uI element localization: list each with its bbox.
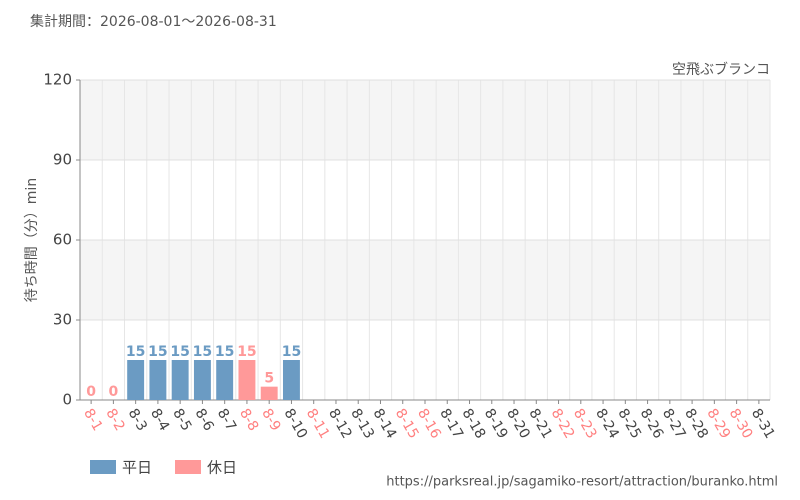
y-tick-label: 30 [53,311,72,329]
source-url: https://parksreal.jp/sagamiko-resort/att… [386,475,778,490]
plot-band [80,240,770,320]
bar [193,360,211,400]
bar [149,360,167,400]
legend-label: 休日 [207,459,237,477]
y-tick-label: 60 [53,231,72,249]
y-tick-label: 120 [43,71,72,89]
chart-subtitle: 空飛ぶブランコ [672,61,770,78]
y-tick-label: 0 [62,391,72,409]
bar [260,386,278,400]
bar [127,360,145,400]
data-label: 5 [264,371,274,387]
data-label: 15 [148,344,167,360]
x-tick-label: 8-3 [125,406,150,434]
legend-swatch [90,460,116,474]
x-tick-label: 8-5 [169,406,194,434]
x-tick-label: 8-6 [191,406,216,434]
chart-title: 集計期間：2026-08-01～2026-08-31 [30,13,277,30]
x-tick-label: 8-9 [258,406,283,434]
x-tick-label: 8-2 [102,406,127,434]
data-label: 15 [215,344,234,360]
bar [216,360,234,400]
y-tick-label: 90 [53,151,72,169]
plot-band [80,80,770,160]
bar [238,360,256,400]
data-label: 0 [86,384,96,400]
legend-swatch [175,460,201,474]
legend-label: 平日 [122,459,152,477]
data-label: 15 [170,344,189,360]
x-tick-label: 8-1 [80,406,105,434]
x-tick-label: 8-8 [236,406,261,434]
data-label: 15 [126,344,145,360]
x-tick-label: 8-31 [748,406,778,442]
bar [171,360,189,400]
x-tick-label: 8-7 [214,406,239,434]
x-tick-label: 8-4 [147,406,172,434]
data-label: 15 [237,344,256,360]
data-label: 15 [282,344,301,360]
bar [282,360,300,400]
y-axis-label: 待ち時間（分）min [24,178,40,302]
data-label: 15 [193,344,212,360]
data-label: 0 [109,384,119,400]
